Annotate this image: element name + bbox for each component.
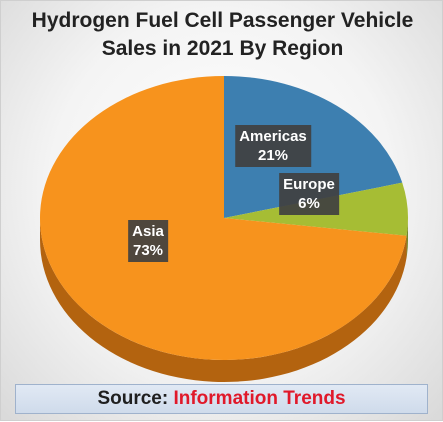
slice-category-asia: Asia: [132, 223, 164, 240]
slice-label-asia: Asia 73%: [128, 220, 168, 262]
pie-top: [40, 76, 408, 360]
slice-category-americas: Americas: [239, 128, 307, 145]
slice-value-europe: 6%: [298, 195, 320, 212]
pie-side-europe: [406, 218, 408, 258]
source-value: Information Trends: [173, 388, 346, 409]
pie-sides: [40, 218, 408, 383]
source-box: Source: Information Trends: [15, 384, 428, 414]
slice-value-asia: 73%: [132, 242, 164, 259]
source-label: Source:: [97, 388, 169, 409]
slice-value-americas: 21%: [257, 147, 289, 164]
pie-side-asia: [40, 218, 407, 383]
chart-title-line-2: Sales in 2021 By Region: [101, 37, 344, 60]
chart-title-line-1: Hydrogen Fuel Cell Passenger Vehicle: [31, 9, 414, 32]
chart-title: Hydrogen Fuel Cell Passenger Vehicle Sal…: [1, 7, 443, 63]
pie-slice-americas: [224, 76, 403, 218]
pie-slice-asia: [40, 76, 407, 360]
slice-label-europe: Europe 6%: [279, 173, 339, 215]
slice-category-europe: Europe: [283, 176, 335, 193]
slice-label-americas: Americas 21%: [235, 125, 311, 167]
